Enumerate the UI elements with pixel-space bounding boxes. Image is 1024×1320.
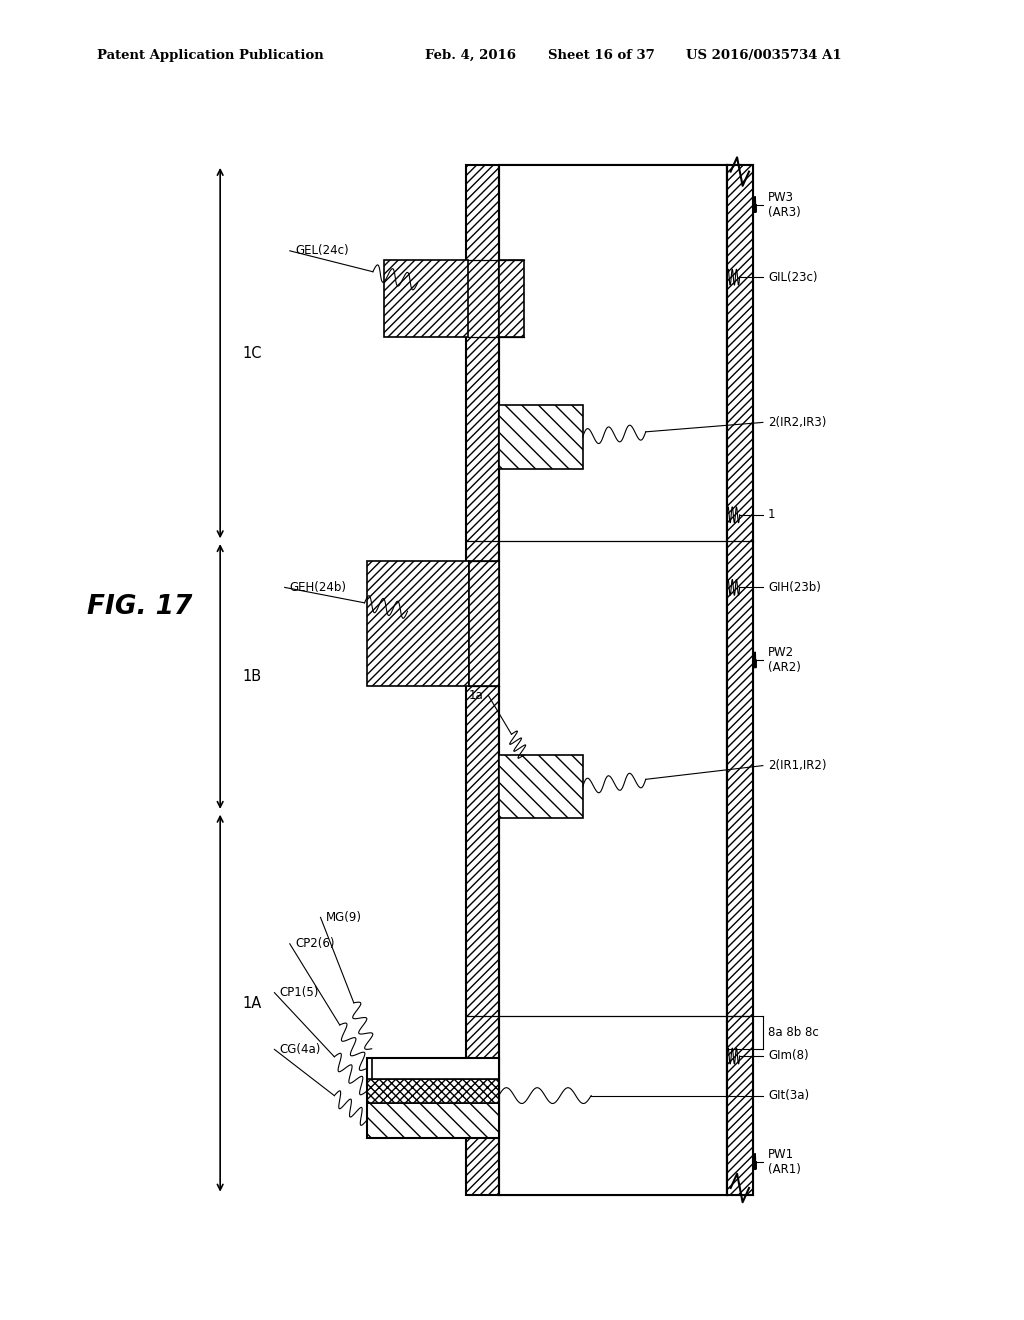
Text: GEL(24c): GEL(24c) (295, 244, 348, 257)
Text: Feb. 4, 2016: Feb. 4, 2016 (425, 49, 516, 62)
Text: 1C: 1C (243, 346, 262, 360)
Text: 1A: 1A (243, 995, 262, 1011)
Text: CG(4a): CG(4a) (280, 1043, 321, 1056)
Text: 1B: 1B (243, 669, 262, 684)
Bar (384, 260, 468, 337)
Bar (466, 165, 753, 1195)
Text: 2(IR2,IR3): 2(IR2,IR3) (768, 416, 826, 429)
Bar (499, 165, 727, 1195)
Bar (499, 755, 583, 818)
Text: FIG. 17: FIG. 17 (87, 594, 193, 620)
Text: 8a 8b 8c: 8a 8b 8c (768, 1026, 819, 1039)
Text: GIt(3a): GIt(3a) (768, 1089, 809, 1102)
Bar (499, 405, 583, 469)
Text: CP1(5): CP1(5) (280, 986, 318, 999)
Text: GIH(23b): GIH(23b) (768, 581, 821, 594)
Bar (499, 165, 727, 1195)
Text: Patent Application Publication: Patent Application Publication (97, 49, 324, 62)
Bar (367, 1057, 499, 1138)
Text: 1: 1 (768, 508, 775, 521)
Text: 2(IR1,IR2): 2(IR1,IR2) (768, 759, 826, 772)
Bar (367, 1080, 499, 1104)
Text: Sheet 16 of 37: Sheet 16 of 37 (548, 49, 654, 62)
Text: PW1
(AR1): PW1 (AR1) (768, 1147, 801, 1176)
Bar (469, 561, 499, 686)
Text: PW2
(AR2): PW2 (AR2) (768, 645, 801, 675)
Text: GIm(8): GIm(8) (768, 1049, 809, 1063)
Bar (372, 1057, 499, 1080)
Text: 1a: 1a (469, 689, 483, 702)
Text: PW3
(AR3): PW3 (AR3) (768, 190, 801, 219)
Text: CP2(6): CP2(6) (295, 937, 335, 950)
Bar (367, 1104, 499, 1138)
Text: GEH(24b): GEH(24b) (290, 581, 347, 594)
Bar (727, 165, 753, 1195)
Bar (499, 260, 524, 337)
Text: US 2016/0035734 A1: US 2016/0035734 A1 (686, 49, 842, 62)
Text: MG(9): MG(9) (326, 911, 361, 924)
Text: GIL(23c): GIL(23c) (768, 271, 817, 284)
Bar (367, 561, 469, 686)
